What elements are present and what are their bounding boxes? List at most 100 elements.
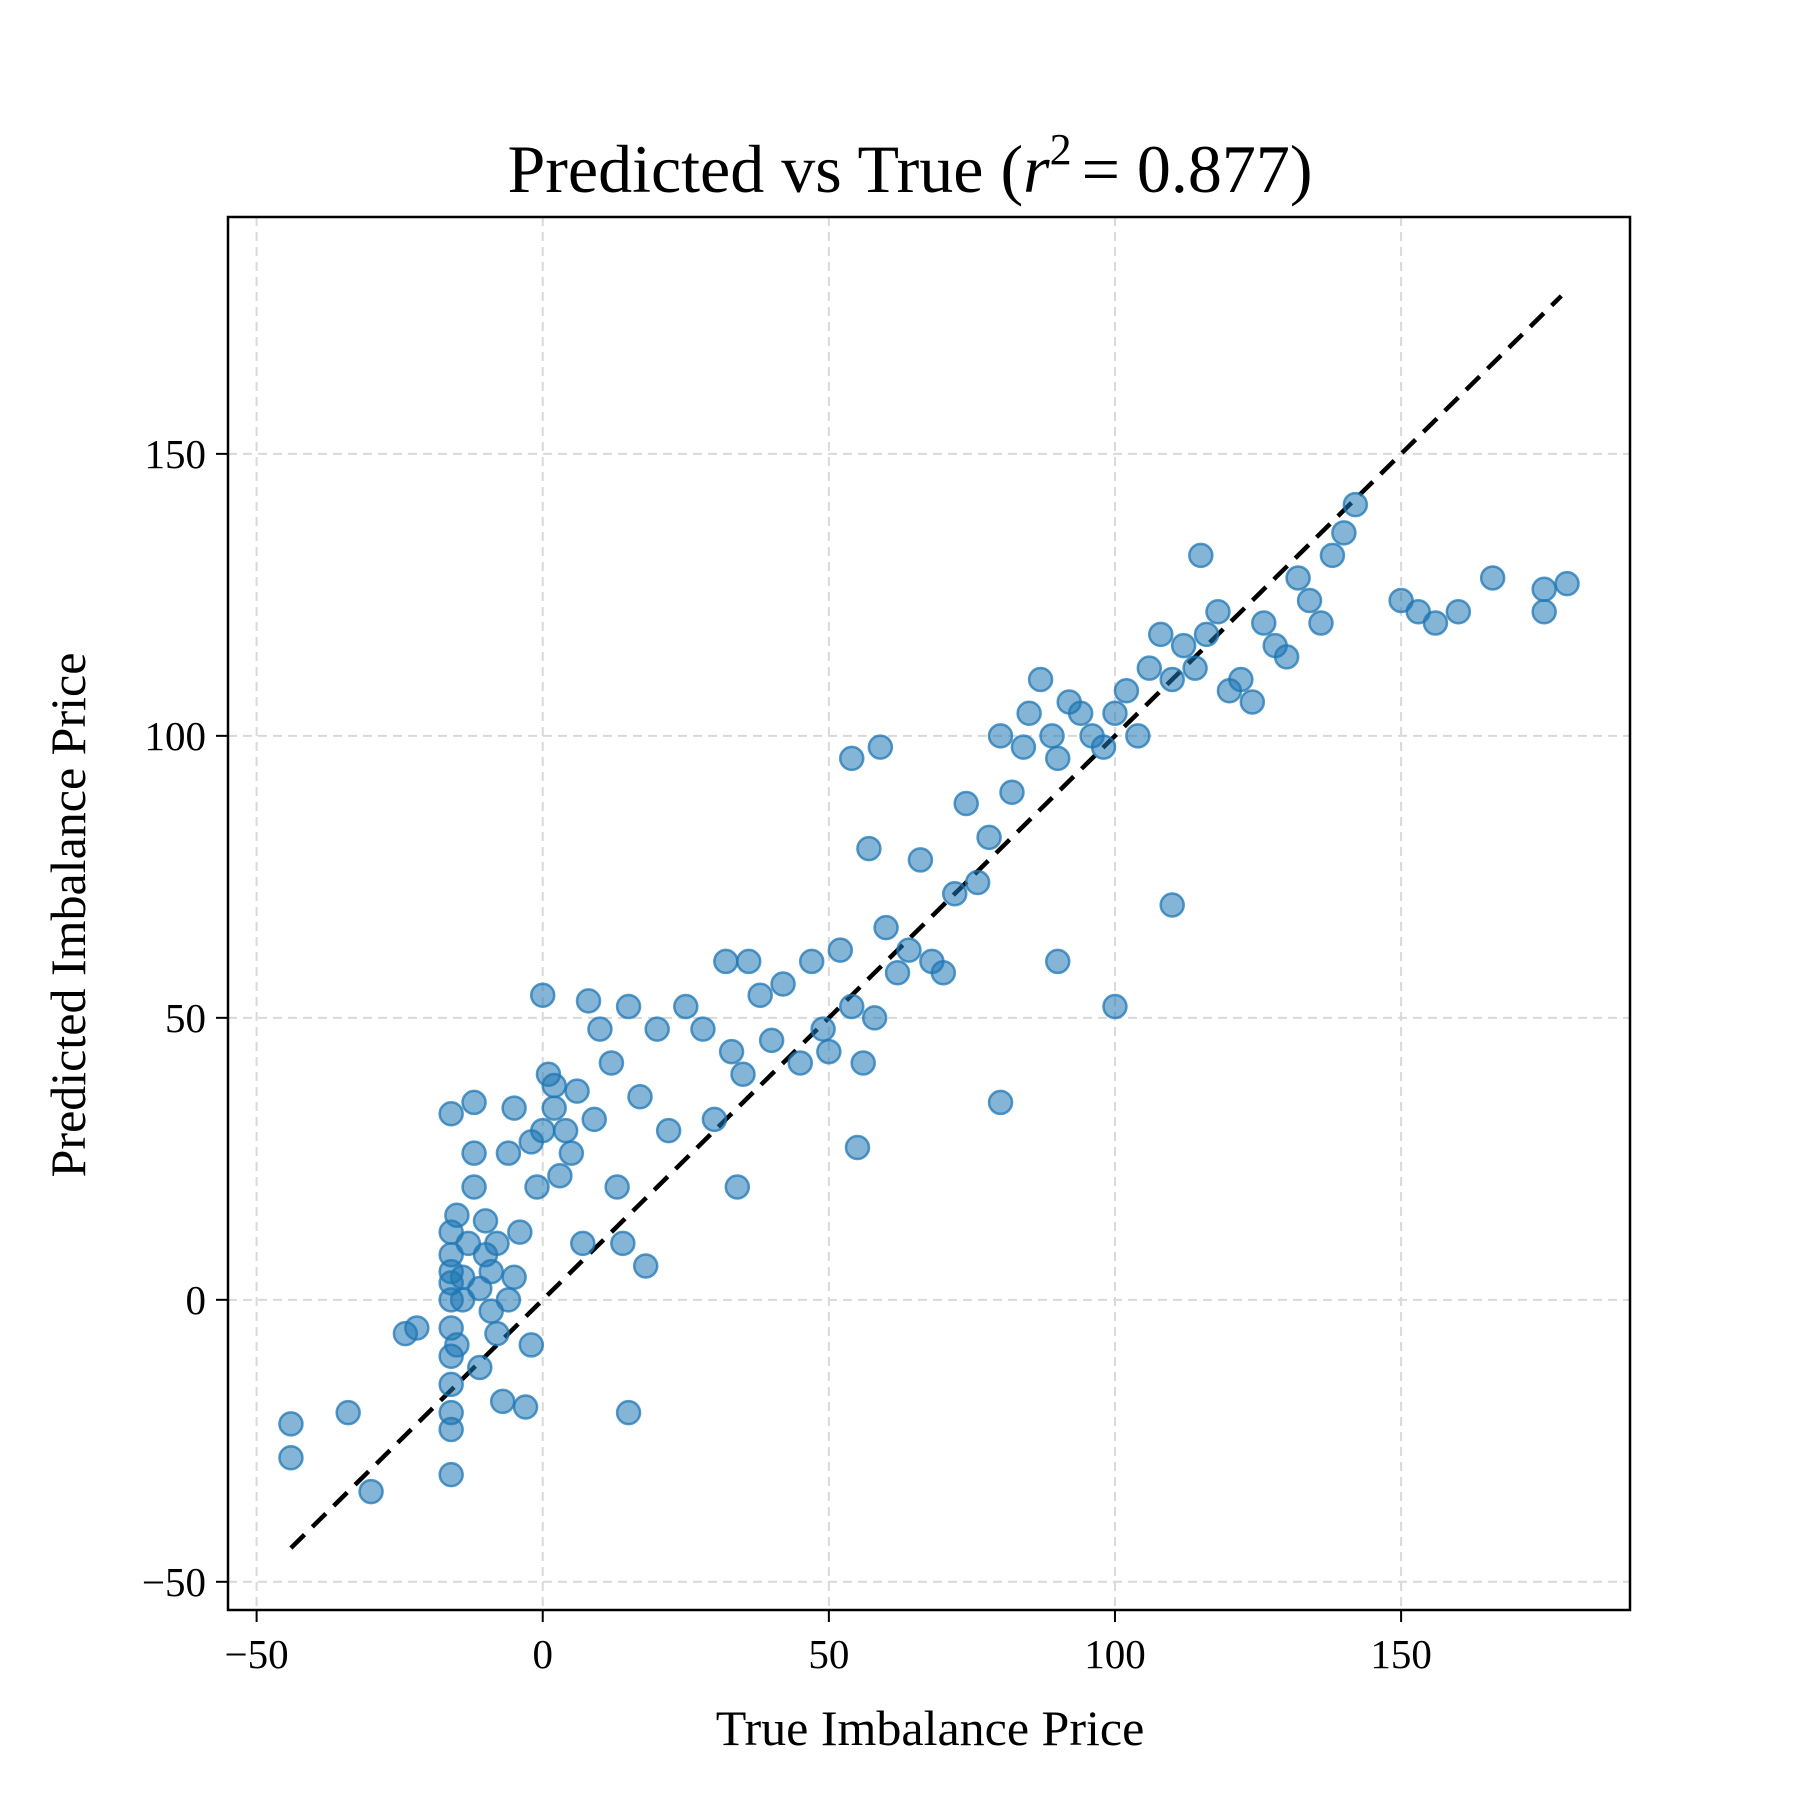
data-point <box>1554 570 1580 597</box>
x-axis-label: True Imbalance Price <box>716 1700 1145 1756</box>
data-point <box>438 1461 464 1488</box>
data-point <box>747 982 773 1009</box>
y-tick-label: 0 <box>186 1277 207 1323</box>
y-axis-label: Predicted Imbalance Price <box>40 653 96 1178</box>
data-point <box>1239 689 1266 715</box>
data-point <box>358 1478 384 1505</box>
data-point <box>278 1444 304 1471</box>
data-point <box>758 1027 785 1054</box>
data-point <box>1159 892 1185 918</box>
data-point <box>587 1016 613 1042</box>
x-tick-label: 100 <box>1084 1631 1146 1677</box>
data-point <box>1193 621 1220 648</box>
data-point <box>735 948 762 975</box>
data-point <box>529 982 556 1009</box>
y-tick-label: 100 <box>145 713 207 759</box>
data-point <box>627 1084 653 1110</box>
data-point <box>1319 542 1346 569</box>
data-point <box>335 1399 361 1426</box>
x-tick-label: 0 <box>532 1631 553 1677</box>
data-point <box>484 1230 510 1257</box>
data-point <box>1102 993 1128 1020</box>
data-point <box>564 1078 590 1104</box>
data-point <box>976 824 1002 851</box>
data-point <box>1045 745 1071 772</box>
data-point <box>467 1354 493 1381</box>
data-point <box>489 1388 516 1415</box>
data-point <box>724 1174 751 1200</box>
data-point <box>867 734 894 760</box>
data-point <box>1331 520 1357 546</box>
data-point <box>1296 587 1323 614</box>
data-point <box>632 1253 659 1279</box>
data-point <box>644 1016 670 1042</box>
data-point <box>873 914 899 941</box>
data-point <box>838 993 865 1020</box>
data-point <box>615 993 642 1020</box>
data-point <box>529 1117 556 1144</box>
data-point <box>570 1230 596 1257</box>
data-point <box>1445 599 1472 625</box>
data-point <box>770 971 796 997</box>
title-variable: r <box>1023 131 1050 207</box>
data-point <box>713 948 739 975</box>
data-point <box>604 1174 630 1200</box>
data-point <box>884 959 911 986</box>
data-point <box>861 1005 888 1031</box>
data-point <box>541 1095 567 1121</box>
data-point <box>461 1174 487 1200</box>
data-point <box>598 1050 625 1076</box>
x-tick-label: 150 <box>1370 1631 1432 1677</box>
data-point <box>524 1174 550 1200</box>
data-point <box>1273 644 1300 670</box>
data-point <box>987 1089 1014 1116</box>
data-point <box>1342 491 1369 518</box>
data-point <box>827 937 854 963</box>
data-point <box>478 1258 504 1285</box>
data-point <box>690 1016 716 1042</box>
data-point <box>547 1162 573 1189</box>
data-point <box>1102 700 1128 727</box>
data-point <box>1090 734 1117 760</box>
data-point <box>953 790 979 817</box>
gridlines <box>228 217 1630 1610</box>
data-point <box>472 1208 499 1234</box>
data-point <box>404 1315 430 1341</box>
data-point <box>1205 599 1231 625</box>
title-prefix: Predicted vs True ( <box>507 131 1023 207</box>
data-point <box>730 1061 756 1087</box>
data-point <box>501 1095 527 1121</box>
data-point <box>438 1100 464 1127</box>
data-point <box>1136 655 1163 681</box>
data-point <box>838 745 865 772</box>
data-point <box>501 1264 527 1291</box>
data-point <box>1422 610 1449 636</box>
data-point <box>1228 666 1254 693</box>
data-point <box>575 988 602 1014</box>
data-point <box>461 1140 487 1166</box>
data-point <box>278 1411 304 1437</box>
data-point <box>856 835 882 862</box>
data-point <box>1170 632 1197 659</box>
title-value: = 0.877) <box>1082 131 1313 207</box>
data-point <box>1067 700 1094 727</box>
data-point <box>816 1038 842 1065</box>
data-point <box>1113 677 1140 704</box>
data-point <box>942 881 968 907</box>
data-point <box>1159 666 1185 693</box>
data-point <box>541 1072 567 1099</box>
data-point <box>673 993 699 1020</box>
data-point <box>1045 948 1071 975</box>
y-tick-label: −50 <box>142 1559 206 1605</box>
data-point <box>810 1016 836 1042</box>
data-point <box>581 1106 607 1133</box>
x-tick-label: 50 <box>808 1631 849 1677</box>
data-point <box>1027 666 1054 693</box>
data-point <box>495 1140 522 1166</box>
data-point <box>850 1050 876 1076</box>
data-point <box>461 1089 487 1116</box>
data-point <box>1479 565 1506 591</box>
data-point <box>444 1202 470 1228</box>
data-point <box>507 1219 533 1245</box>
